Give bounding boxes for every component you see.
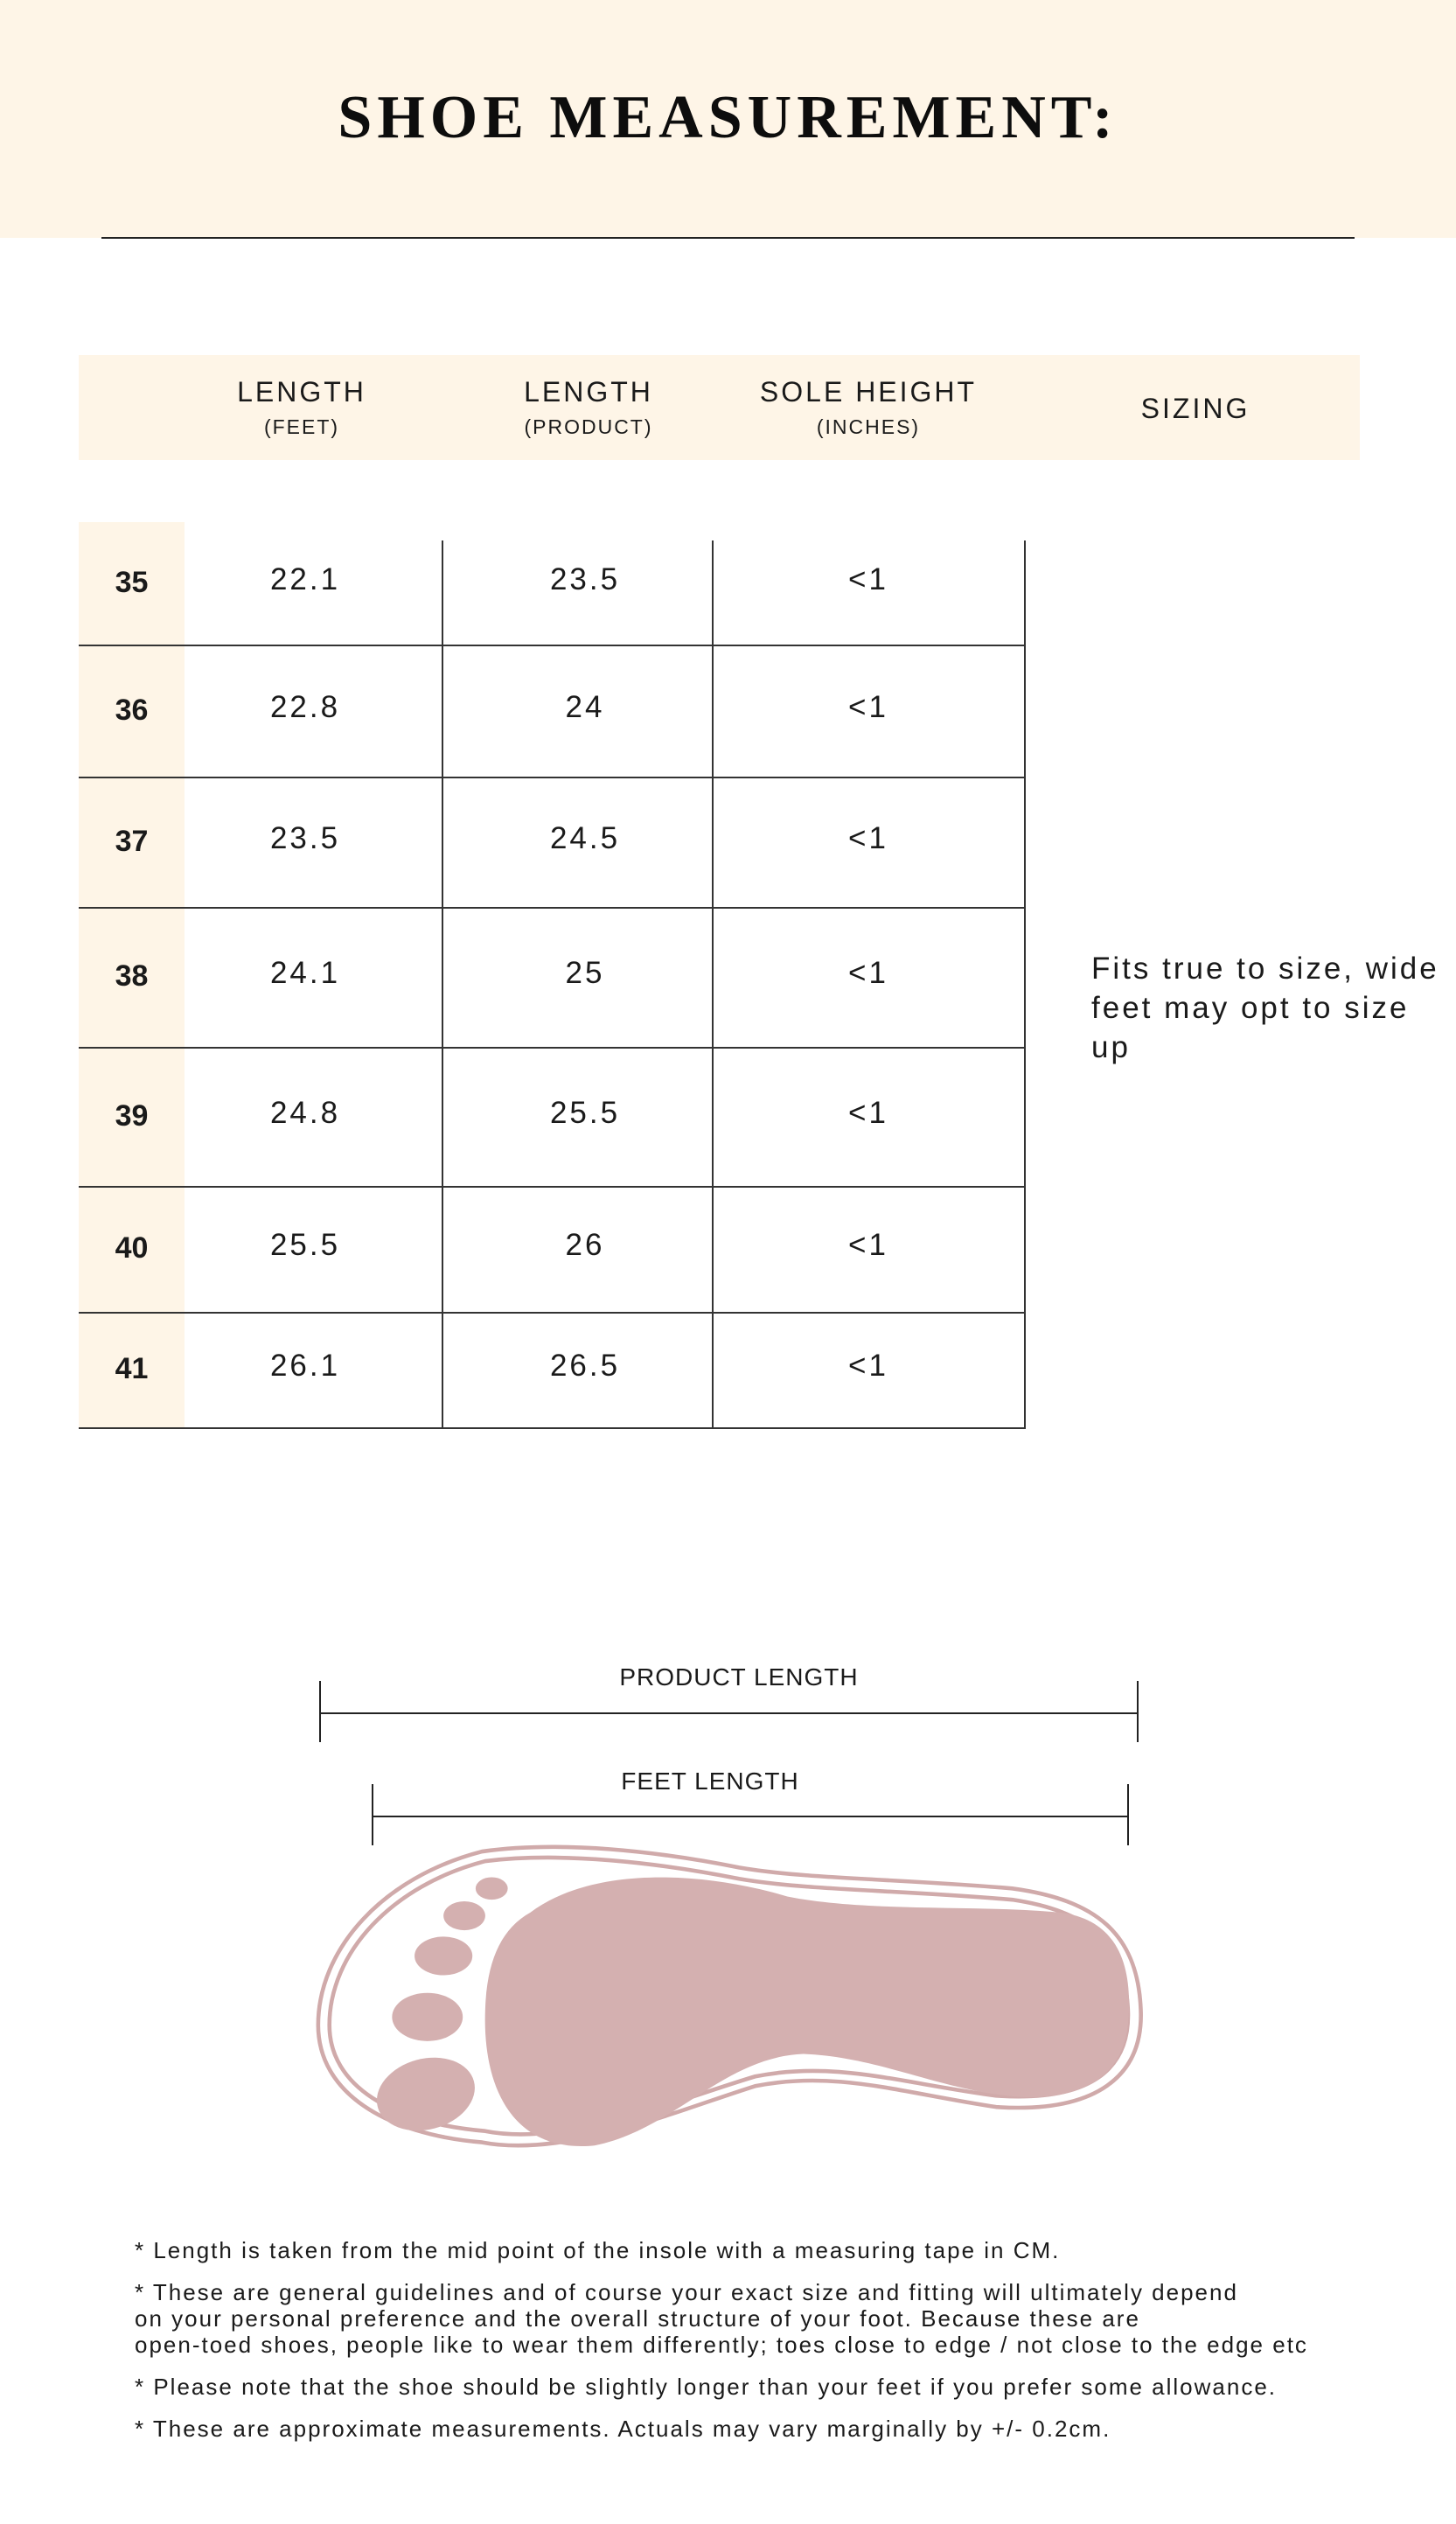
- header-length-product: LENGTH (PRODUCT): [501, 374, 676, 444]
- measure-lines: [319, 1681, 1139, 1845]
- row-divider: [79, 1047, 1026, 1049]
- header-sub: (PRODUCT): [524, 415, 653, 438]
- foot-illustration: [316, 1844, 1143, 2148]
- toe-icons: [376, 1877, 508, 2131]
- insole-outline-outer: [316, 1844, 1143, 2148]
- product-cell: 23.5: [549, 562, 621, 596]
- size-cell: 37: [115, 824, 149, 858]
- product-cell: 26: [565, 1228, 605, 1262]
- feet-cell: 26.1: [269, 1349, 341, 1383]
- product-cell: 25: [565, 956, 605, 990]
- footnote: * These are general guidelines and of co…: [135, 2279, 1308, 2358]
- header-band: [0, 0, 1456, 238]
- header-label: SOLE HEIGHT: [759, 376, 978, 408]
- row-divider: [79, 1427, 1026, 1429]
- column-divider: [712, 540, 714, 1427]
- row-divider: [79, 1186, 1026, 1188]
- sole-cell: <1: [848, 1228, 888, 1262]
- product-cell: 24.5: [549, 820, 621, 855]
- header-sizing: SIZING: [1064, 391, 1327, 426]
- size-column-band: [79, 522, 185, 1427]
- feet-cell: 22.1: [269, 562, 341, 596]
- feet-length-label: FEET LENGTH: [621, 1767, 799, 1795]
- row-divider: [79, 645, 1026, 646]
- sole-cell: <1: [848, 956, 888, 990]
- feet-cell: 23.5: [269, 820, 341, 855]
- feet-cell: 24.8: [269, 1095, 341, 1130]
- page-title: SHOE MEASUREMENT:: [338, 84, 1118, 151]
- footnote: * Length is taken from the mid point of …: [135, 2237, 1061, 2263]
- title-divider: [101, 237, 1355, 239]
- insole-outline-inner: [327, 1855, 1131, 2137]
- column-divider: [1024, 540, 1026, 1427]
- table-header-band: [79, 355, 1360, 460]
- product-cell: 25.5: [549, 1095, 621, 1130]
- footnote: * These are approximate measurements. Ac…: [135, 2416, 1111, 2442]
- row-divider: [79, 777, 1026, 778]
- column-divider: [442, 540, 443, 1427]
- header-sole-height: SOLE HEIGHT (INCHES): [737, 374, 1000, 444]
- row-divider: [79, 1312, 1026, 1314]
- header-label: LENGTH: [237, 376, 366, 408]
- product-cell: 26.5: [549, 1349, 621, 1383]
- foot-sole-icon: [484, 1877, 1130, 2147]
- header-length-feet: LENGTH (FEET): [214, 374, 389, 444]
- size-cell: 38: [115, 959, 149, 993]
- product-length-label: PRODUCT LENGTH: [619, 1663, 859, 1691]
- header-sub: (FEET): [263, 415, 340, 438]
- header-sub: (INCHES): [816, 415, 921, 438]
- size-cell: 39: [115, 1098, 149, 1133]
- size-cell: 41: [115, 1352, 149, 1385]
- header-label: SIZING: [1140, 393, 1250, 424]
- sole-cell: <1: [848, 562, 888, 596]
- feet-cell: 25.5: [269, 1228, 341, 1262]
- sole-cell: <1: [848, 689, 888, 724]
- row-divider: [79, 907, 1026, 909]
- feet-cell: 24.1: [269, 956, 341, 990]
- sole-cell: <1: [848, 820, 888, 855]
- sizing-note: Fits true to size, wide feet may opt to …: [1091, 952, 1439, 1064]
- footnotes: * Length is taken from the mid point of …: [135, 2237, 1446, 2458]
- sole-cell: <1: [848, 1095, 888, 1130]
- size-cell: 40: [115, 1231, 149, 1265]
- product-cell: 24: [565, 689, 605, 724]
- footnote: * Please note that the shoe should be sl…: [135, 2374, 1278, 2400]
- size-cell: 35: [115, 566, 149, 599]
- size-cell: 36: [115, 693, 149, 727]
- sole-cell: <1: [848, 1349, 888, 1383]
- feet-cell: 22.8: [269, 689, 341, 724]
- header-label: LENGTH: [524, 376, 653, 408]
